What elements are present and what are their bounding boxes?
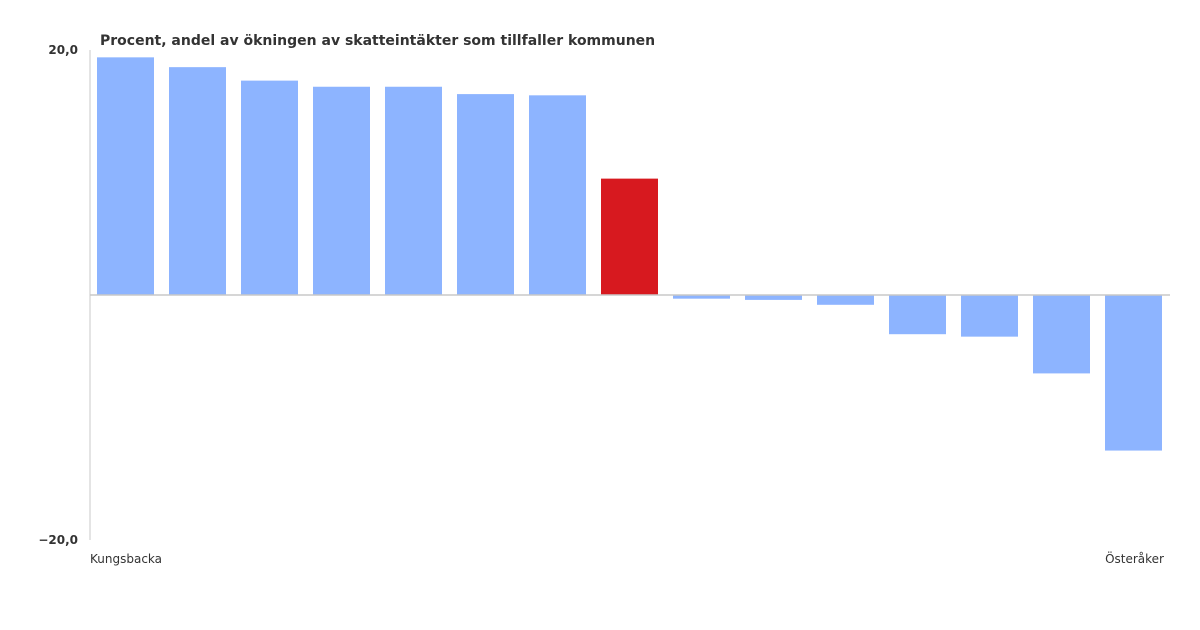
bar [817,295,874,305]
x-tick-label-last: Österåker [1105,550,1164,566]
bar [169,67,226,296]
bar [529,95,586,295]
y-tick-label-max: 20,0 [48,43,78,57]
bar [673,295,730,299]
bar [961,295,1018,337]
bar [1105,295,1162,451]
bar [457,94,514,295]
y-tick-label-min: −20,0 [38,533,78,547]
bars-layer [97,57,1162,451]
chart-title: Procent, andel av ökningen av skatteintä… [100,33,655,49]
bar [385,86,442,295]
bar [1033,295,1090,374]
bar [745,295,802,300]
x-tick-label-first: Kungsbacka [90,552,162,566]
bar [97,57,154,295]
bar [889,295,946,335]
bar [313,86,370,295]
bar [601,178,658,295]
bar [241,80,298,295]
